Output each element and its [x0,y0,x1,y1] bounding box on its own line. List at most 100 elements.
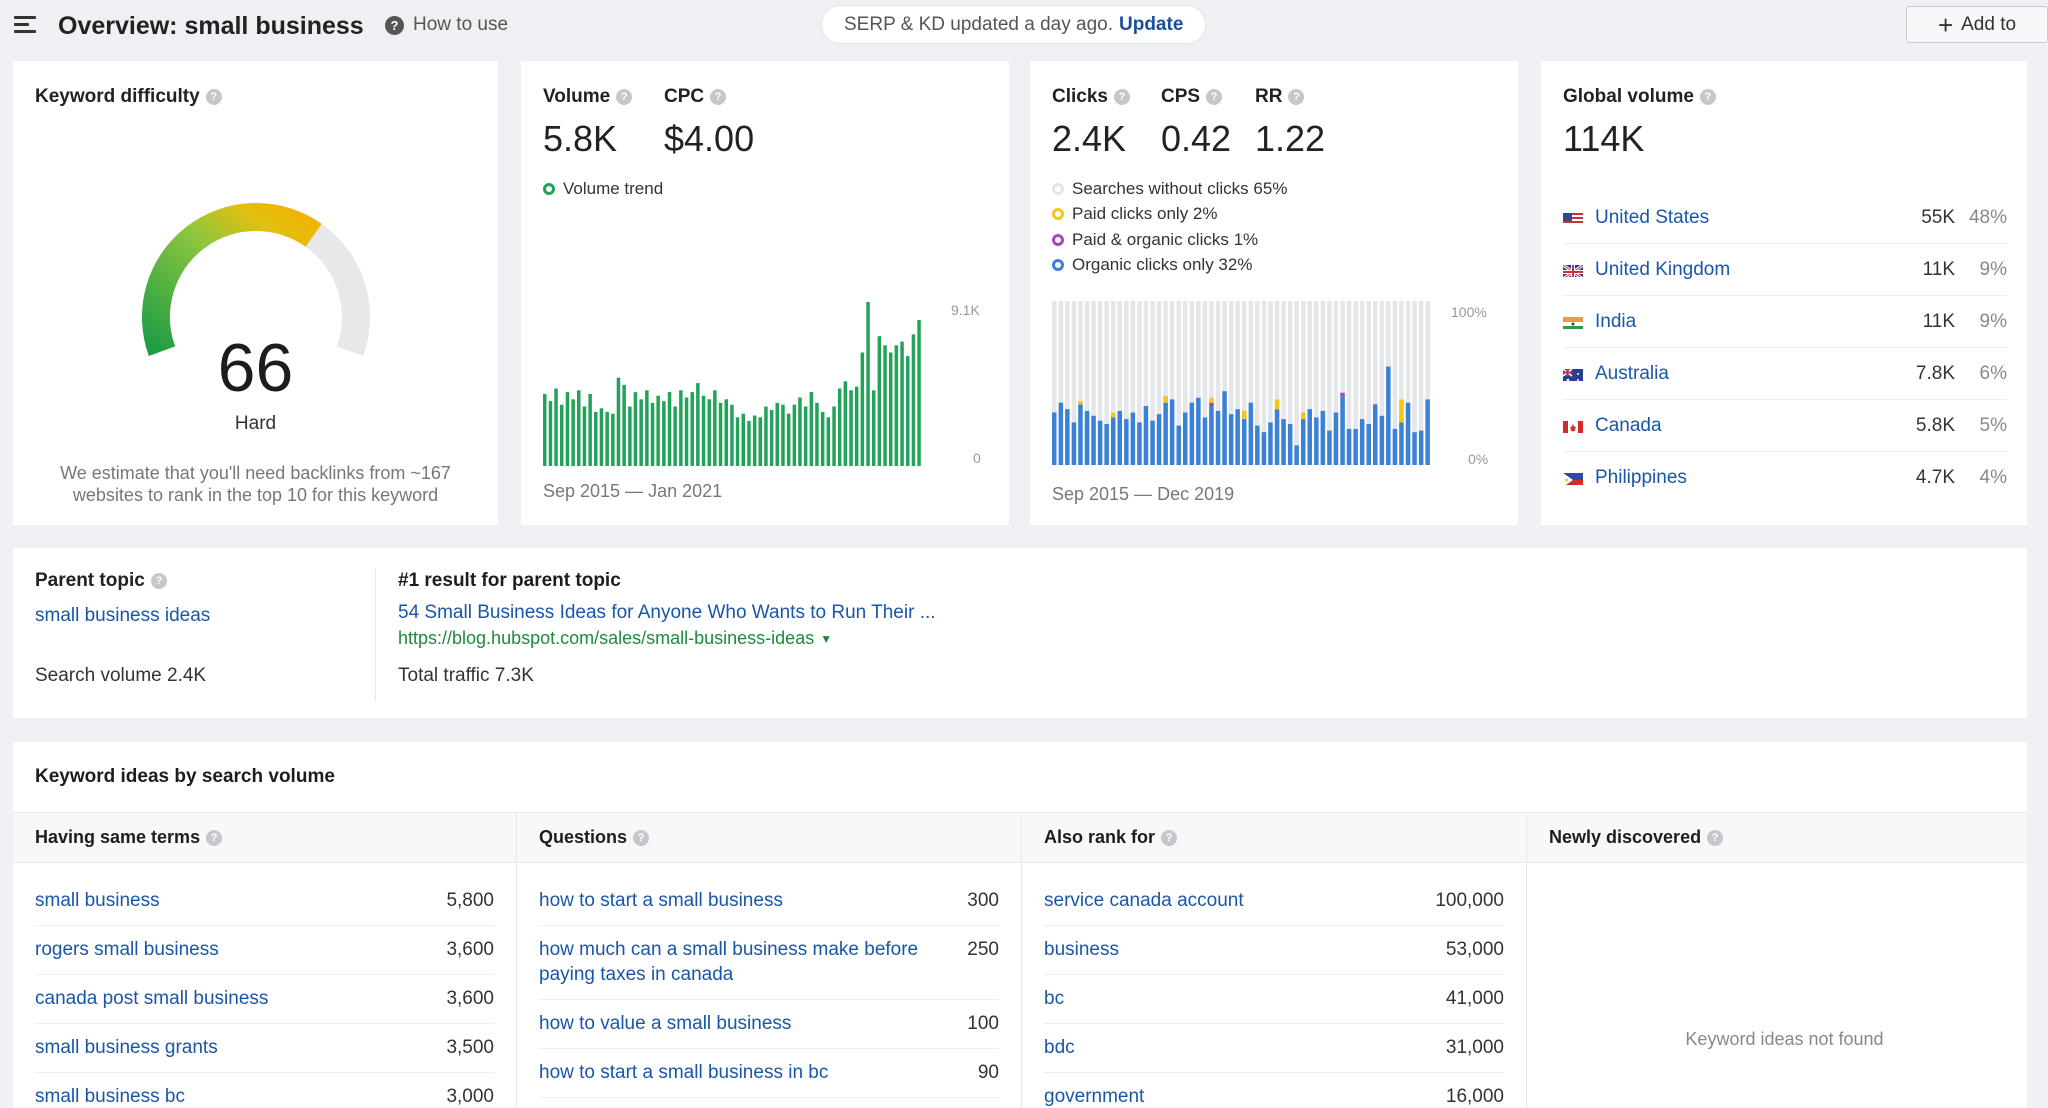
keyword-link[interactable]: how much can a small business make befor… [539,939,919,985]
volume-bar[interactable] [900,341,904,466]
no-click-bar[interactable] [1392,301,1398,465]
volume-bar[interactable] [826,417,831,466]
organic-bar[interactable] [1268,422,1273,465]
volume-bar[interactable] [656,395,660,466]
keyword-link[interactable]: how to value a small business [539,1013,792,1034]
volume-bar[interactable] [854,386,859,466]
help-icon[interactable]: ? [1206,88,1223,105]
volume-bar[interactable] [628,406,632,467]
no-click-bar[interactable] [1097,301,1103,465]
organic-bar[interactable] [1189,402,1195,465]
no-click-bar[interactable] [1137,301,1142,465]
no-click-bar[interactable] [1065,301,1070,465]
paid-organic-bar[interactable] [1209,402,1214,406]
parent-topic-link[interactable]: small business ideas [35,605,211,626]
help-icon[interactable]: ? [1699,88,1716,105]
keyword-link[interactable]: government [1044,1086,1145,1107]
organic-bar[interactable] [1143,406,1149,465]
no-click-bar[interactable] [1058,301,1064,465]
no-click-bar[interactable] [1425,301,1430,465]
no-click-bar[interactable] [1111,301,1116,465]
no-click-bar[interactable] [1169,301,1175,465]
volume-bar[interactable] [741,413,746,466]
top-result-title-link[interactable]: 54 Small Business Ideas for Anyone Who W… [398,602,936,623]
no-click-bar[interactable] [1235,301,1240,465]
no-click-bar[interactable] [1301,301,1306,465]
organic-bar[interactable] [1366,424,1372,465]
organic-bar[interactable] [1078,404,1083,465]
volume-bar[interactable] [792,404,797,466]
no-click-bar[interactable] [1078,301,1083,465]
volume-bar[interactable] [639,399,643,466]
keyword-link[interactable]: canada post small business [35,988,269,1009]
help-icon[interactable]: ? [616,88,633,105]
organic-bar[interactable] [1097,420,1103,465]
organic-bar[interactable] [1215,410,1221,465]
no-click-bar[interactable] [1353,301,1358,465]
country-name[interactable]: United States [1595,206,1710,228]
keyword-link[interactable]: how to start a small business in bc [539,1062,829,1083]
help-icon[interactable]: ? [710,88,727,105]
volume-bar[interactable] [588,393,592,466]
no-click-bar[interactable] [1412,301,1417,465]
organic-bar[interactable] [1333,412,1339,466]
volume-bar[interactable] [667,392,672,466]
volume-bar[interactable] [616,377,621,466]
no-click-bar[interactable] [1176,301,1182,465]
volume-bar[interactable] [605,411,609,466]
paid-bar[interactable] [1078,401,1083,405]
organic-bar[interactable] [1307,409,1313,465]
volume-bar[interactable] [633,392,638,466]
organic-bar[interactable] [1111,417,1116,465]
no-click-bar[interactable] [1274,301,1280,465]
no-click-bar[interactable] [1228,301,1234,465]
volume-bar[interactable] [832,406,836,467]
no-click-bar[interactable] [1215,301,1221,465]
volume-bar[interactable] [866,302,870,466]
volume-bar[interactable] [786,413,791,466]
volume-bar[interactable] [548,401,553,466]
no-click-bar[interactable] [1314,301,1319,465]
organic-bar[interactable] [1340,396,1345,465]
no-click-bar[interactable] [1163,301,1168,465]
volume-bar[interactable] [622,384,626,466]
volume-bar[interactable] [747,420,751,466]
volume-bar[interactable] [758,417,763,466]
no-click-bar[interactable] [1346,301,1352,465]
organic-bar[interactable] [1176,425,1182,465]
organic-bar[interactable] [1255,425,1260,465]
organic-bar[interactable] [1287,424,1293,465]
volume-bar[interactable] [645,390,649,466]
organic-bar[interactable] [1130,412,1136,466]
column-header-questions[interactable]: Questions? [517,812,1021,863]
help-icon[interactable]: ? [1113,88,1130,105]
organic-bar[interactable] [1183,412,1188,466]
volume-bar[interactable] [565,392,570,466]
no-click-bar[interactable] [1183,301,1188,465]
organic-bar[interactable] [1117,410,1123,465]
volume-bar[interactable] [894,345,899,466]
volume-bar[interactable] [730,404,734,466]
volume-trend-legend[interactable]: Volume trend [543,179,663,199]
organic-bar[interactable] [1156,414,1162,465]
organic-bar[interactable] [1163,402,1168,465]
no-click-bar[interactable] [1209,301,1214,465]
no-click-bar[interactable] [1242,301,1247,465]
no-click-bar[interactable] [1399,301,1404,465]
paid-bar[interactable] [1209,397,1214,403]
volume-bar[interactable] [718,402,723,466]
volume-bar[interactable] [917,320,921,466]
no-click-bar[interactable] [1071,301,1077,465]
country-name[interactable]: Australia [1595,362,1669,384]
volume-bar[interactable] [571,399,575,466]
paid-bar[interactable] [1399,399,1404,423]
keyword-link[interactable]: business [1044,939,1119,960]
how-to-use-link[interactable]: ? How to use [385,14,508,36]
organic-bar[interactable] [1196,397,1201,465]
help-icon[interactable]: ? [1288,88,1305,105]
organic-bar[interactable] [1209,406,1214,465]
no-click-bar[interactable] [1248,301,1254,465]
organic-bar[interactable] [1235,409,1240,465]
organic-bar[interactable] [1425,399,1430,465]
volume-bar[interactable] [594,411,598,466]
